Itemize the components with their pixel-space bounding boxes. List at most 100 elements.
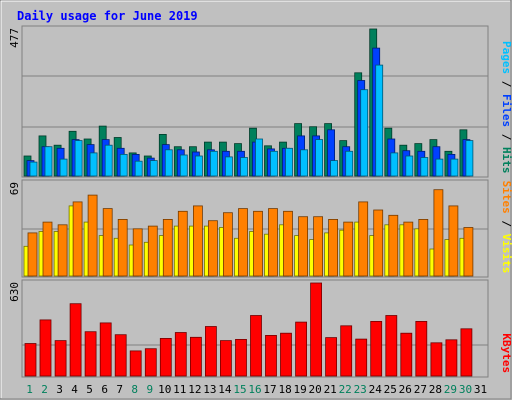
bar-sites-day-9 [147, 225, 158, 277]
bar-kbytes-day-25 [385, 315, 398, 377]
x-tick-label: 9 [146, 383, 153, 396]
bar-sites-day-21 [328, 218, 339, 277]
bar-kbytes-day-2 [39, 319, 52, 377]
bar-kbytes-day-26 [400, 332, 413, 377]
bar-sites-day-17 [268, 208, 278, 277]
x-tick-label: 15 [233, 383, 246, 396]
bar-pages-day-14 [224, 156, 233, 177]
x-tick-label: 16 [248, 383, 261, 396]
x-tick-label: 4 [71, 383, 78, 396]
y-max-label: 69 [8, 182, 21, 195]
bar-pages-day-12 [194, 155, 203, 177]
bar-sites-day-28 [433, 189, 444, 277]
x-tick-label: 17 [263, 383, 276, 396]
bar-kbytes-day-5 [84, 331, 97, 377]
bar-kbytes-day-7 [114, 334, 127, 377]
bar-kbytes-day-23 [355, 338, 368, 377]
legend-visits: Visits [500, 234, 512, 274]
panel-2: 69 Sites / Visits [8, 179, 512, 278]
x-tick-label: 22 [339, 383, 352, 396]
bar-kbytes-day-27 [415, 320, 428, 377]
bar-pages-day-30 [465, 140, 474, 177]
bar-sites-day-4 [72, 201, 83, 277]
bar-sites-day-2 [42, 221, 53, 277]
bar-sites-day-13 [207, 220, 218, 277]
legend-pages: Pages [500, 41, 512, 74]
bar-kbytes-day-24 [370, 320, 383, 377]
bar-sites-day-1 [27, 232, 38, 277]
bar-pages-day-6 [104, 144, 113, 177]
x-tick-label: 3 [56, 383, 63, 396]
bar-sites-day-26 [403, 221, 414, 277]
x-tick-label: 5 [86, 383, 93, 396]
bar-pages-day-25 [390, 152, 399, 177]
bar-kbytes-day-12 [189, 336, 202, 377]
bar-pages-day-3 [59, 158, 68, 177]
legend-separator: / [500, 214, 512, 234]
x-tick-label: 31 [474, 383, 487, 396]
x-tick-label: 6 [101, 383, 108, 396]
bar-pages-day-11 [179, 154, 188, 177]
legend-separator: / [500, 74, 512, 94]
bar-pages-day-1 [29, 161, 38, 177]
bar-kbytes-day-10 [159, 337, 172, 377]
legend-panel-2: Sites / Visits [500, 181, 512, 274]
bar-kbytes-day-17 [265, 334, 277, 377]
x-tick-label: 24 [369, 383, 383, 396]
bar-sites-day-30 [463, 227, 474, 277]
x-tick-label: 12 [188, 383, 201, 396]
bar-pages-day-2 [44, 146, 53, 177]
bar-pages-day-18 [285, 147, 293, 177]
bar-pages-day-5 [89, 152, 98, 177]
legend-text: Pages / Files / Hits [500, 41, 512, 174]
bar-kbytes-day-11 [174, 332, 187, 377]
y-max-label: 477 [8, 28, 21, 48]
bar-pages-day-15 [240, 157, 248, 177]
x-tick-label: 26 [399, 383, 412, 396]
x-tick-label: 13 [203, 383, 216, 396]
x-tick-label: 21 [324, 383, 337, 396]
x-tick-label: 14 [218, 383, 232, 396]
bar-pages-day-22 [345, 150, 354, 177]
bar-kbytes-day-22 [340, 325, 353, 377]
bar-sites-day-10 [162, 218, 173, 277]
x-tick-label: 27 [414, 383, 427, 396]
bar-sites-day-5 [87, 194, 98, 277]
bar-sites-day-25 [388, 214, 399, 277]
bar-sites-day-15 [238, 208, 248, 277]
legend-panel-3: KBytes [500, 333, 512, 373]
legend-files: Files [500, 94, 512, 127]
legend-text: Sites / Visits [500, 181, 512, 274]
bar-sites-day-20 [313, 216, 324, 277]
bar-pages-day-27 [420, 157, 429, 177]
bar-pages-day-7 [119, 153, 128, 177]
bar-sites-day-6 [102, 208, 113, 277]
bar-sites-day-23 [358, 201, 369, 277]
legend-text: KBytes [500, 333, 512, 373]
bar-kbytes-day-1 [24, 343, 37, 377]
x-axis-tick-labels: 1 2 3 4 5 6 7 8 9 10 11 12 13 14 15 16 17 18 19 20 21 22 23 24 2… [26, 383, 487, 396]
legend-kbytes: KBytes [500, 333, 512, 373]
bar-pages-day-24 [375, 64, 384, 177]
panel-3: 630 KBytes [8, 279, 512, 378]
panel-1: 477 Pages / Files / Hits [8, 25, 512, 178]
bar-sites-day-16 [253, 210, 263, 277]
x-tick-label: 18 [278, 383, 291, 396]
bar-pages-day-8 [134, 160, 143, 177]
bar-kbytes-day-8 [129, 350, 142, 377]
chart-title: Daily usage for June 2019 [17, 9, 198, 23]
bar-kbytes-day-28 [430, 342, 443, 377]
legend-separator: / [500, 127, 512, 147]
bar-pages-day-4 [74, 140, 83, 177]
bar-pages-day-20 [315, 139, 324, 177]
bar-pages-day-26 [405, 155, 414, 177]
bar-sites-day-12 [192, 205, 203, 277]
bar-pages-day-9 [149, 160, 158, 177]
bar-sites-day-14 [222, 212, 233, 277]
bar-kbytes-day-9 [144, 348, 157, 377]
bar-pages-day-23 [360, 89, 369, 177]
bar-sites-day-27 [418, 218, 429, 277]
bar-kbytes-day-4 [69, 303, 82, 377]
